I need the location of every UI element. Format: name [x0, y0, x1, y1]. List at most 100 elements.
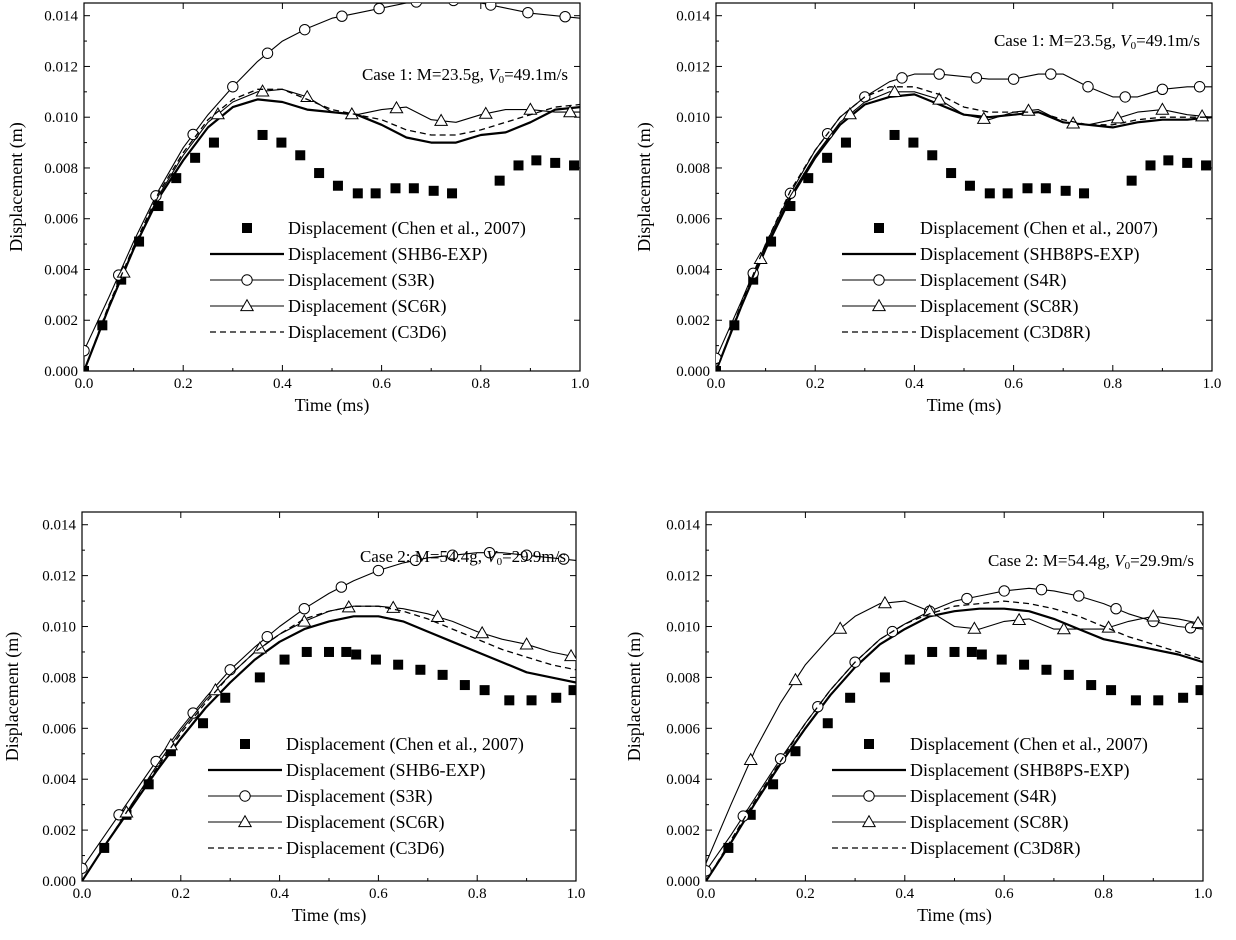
data-point — [415, 664, 426, 675]
data-point — [932, 92, 947, 105]
legend-marker — [239, 298, 255, 312]
data-point — [1195, 685, 1203, 696]
y-tick-label: 0.010 — [676, 110, 710, 126]
data-point — [190, 152, 201, 163]
data-point — [1130, 695, 1141, 706]
data-point — [785, 201, 796, 212]
data-point — [220, 692, 231, 703]
legend-marker — [237, 814, 253, 828]
data-point — [370, 188, 381, 199]
legend-item-5: Displacement (C3D6) — [210, 322, 446, 343]
data-point — [1063, 669, 1074, 680]
data-point — [1082, 81, 1094, 93]
data-point — [370, 654, 381, 665]
data-point — [879, 672, 890, 683]
x-tick-label: 0.0 — [75, 376, 94, 392]
data-point — [341, 599, 356, 613]
data-point — [1060, 185, 1071, 196]
series-3 — [84, 3, 580, 357]
data-point — [255, 84, 270, 97]
y-tick-label: 0.004 — [42, 772, 76, 788]
data-point — [276, 137, 287, 148]
data-point — [889, 129, 900, 140]
data-point — [842, 106, 857, 120]
x-tick-label: 0.2 — [171, 886, 190, 902]
legend-marker — [864, 739, 874, 749]
data-point — [970, 72, 983, 84]
case-annotation: Case 1: M=23.5g, V0=49.1m/s — [994, 31, 1200, 52]
data-point — [1155, 102, 1170, 115]
data-point — [171, 173, 182, 184]
x-tick-label: 1.0 — [1194, 886, 1213, 902]
y-tick-label: 0.002 — [676, 313, 710, 329]
legend-label: Displacement (Chen et al., 2007) — [288, 218, 526, 239]
legend-label: Displacement (Chen et al., 2007) — [920, 218, 1158, 239]
data-point — [976, 111, 991, 124]
legend-item-3: Displacement (S4R) — [832, 786, 1056, 807]
data-point — [706, 865, 712, 877]
legend-item-4: Displacement (SC8R) — [842, 296, 1078, 317]
data-point — [896, 72, 908, 84]
x-tick-label: 1.0 — [1203, 376, 1222, 392]
x-axis-title: Time (ms) — [917, 905, 992, 926]
case-annotation: Case 2: M=54.4g, V0=29.9m/s — [360, 547, 566, 568]
chart-panel-1: 0.0 0.2 0.4 0.6 0.8 1.0 0.000 0.002 0.004 0.006 0.… — [6, 2, 589, 416]
data-point — [1195, 108, 1210, 122]
data-point — [504, 695, 515, 706]
data-point — [743, 752, 758, 766]
data-point — [208, 137, 219, 148]
y-tick-label: 0.006 — [666, 721, 700, 737]
data-point — [252, 641, 267, 654]
data-point — [224, 664, 236, 676]
x-tick-label: 0.8 — [471, 376, 490, 392]
y-axis-title: Displacement (m) — [6, 122, 27, 251]
legend-item-4: Displacement (SC8R) — [832, 812, 1068, 833]
data-point — [1126, 175, 1137, 186]
data-point — [550, 157, 561, 168]
data-point — [877, 595, 892, 609]
case-annotation: Case 1: M=23.5g, V0=49.1m/s — [362, 65, 568, 86]
data-point — [946, 168, 957, 179]
series-1 — [84, 129, 580, 371]
legend-label: Displacement (S3R) — [288, 270, 434, 291]
x-tick-label: 0.6 — [1004, 376, 1023, 392]
legend-label: Displacement (SHB8PS-EXP) — [910, 760, 1130, 781]
x-axis-title: Time (ms) — [927, 395, 1002, 416]
x-axis-title: Time (ms) — [295, 395, 370, 416]
x-tick-label: 0.8 — [1103, 376, 1122, 392]
data-point — [904, 654, 915, 665]
y-tick-label: 0.008 — [676, 161, 710, 177]
y-tick-label: 0.012 — [42, 569, 76, 585]
legend: Displacement (Chen et al., 2007) Displace… — [208, 734, 524, 859]
x-tick-label: 0.4 — [270, 886, 289, 902]
data-point — [822, 152, 833, 163]
data-point — [475, 625, 490, 639]
data-point — [949, 646, 960, 657]
data-point — [927, 646, 938, 657]
data-point — [1012, 612, 1027, 626]
legend-item-3: Displacement (S4R) — [842, 270, 1066, 291]
data-point — [803, 173, 814, 184]
x-tick-label: 0.8 — [1094, 886, 1113, 902]
x-tick-label: 1.0 — [567, 886, 586, 902]
data-point — [840, 137, 851, 148]
legend-item-1: Displacement (Chen et al., 2007) — [240, 734, 524, 755]
data-point — [1106, 685, 1117, 696]
x-axis-title: Time (ms) — [292, 905, 367, 926]
chart-panel-2: 0.0 0.2 0.4 0.6 0.8 1.0 0.000 0.002 0.004 0.006 0.… — [634, 2, 1222, 416]
data-point — [822, 718, 833, 729]
data-point — [1146, 609, 1161, 622]
legend-label: Displacement (SC8R) — [910, 812, 1068, 833]
data-point — [519, 637, 534, 650]
series-5 — [706, 600, 1203, 881]
data-point — [927, 150, 938, 161]
data-point — [1119, 91, 1131, 103]
data-point — [198, 718, 209, 729]
series-line — [82, 605, 576, 881]
case-annotation: Case 2: M=54.4g, V0=29.9m/s — [988, 551, 1194, 572]
x-tick-label: 0.2 — [806, 376, 825, 392]
y-tick-label: 0.010 — [666, 620, 700, 636]
data-point — [768, 779, 779, 790]
data-point — [1156, 83, 1169, 95]
